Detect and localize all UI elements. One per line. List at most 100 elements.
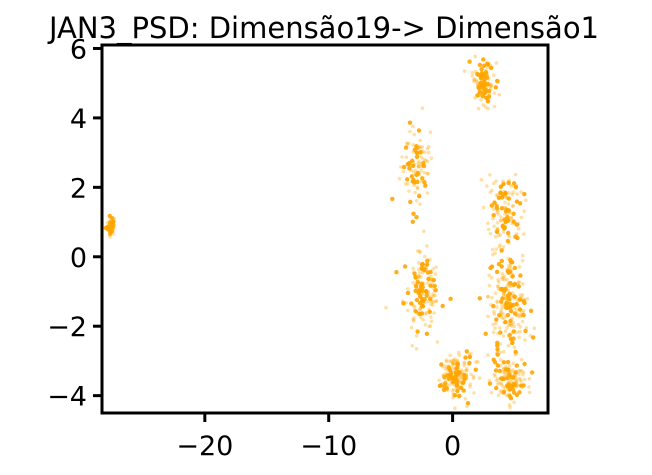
data-point: [509, 184, 513, 188]
data-point: [444, 377, 448, 382]
data-point: [422, 180, 427, 185]
data-point: [520, 258, 525, 263]
data-point: [513, 370, 518, 375]
data-point: [490, 295, 494, 300]
data-point: [452, 393, 457, 398]
data-point: [455, 372, 460, 377]
data-point: [492, 312, 497, 316]
data-point: [508, 263, 513, 268]
data-point: [413, 275, 418, 280]
data-point: [485, 184, 489, 188]
data-point: [464, 374, 468, 378]
data-point: [508, 303, 513, 309]
data-point: [487, 381, 493, 386]
data-point: [522, 361, 527, 367]
data-point: [447, 368, 451, 373]
data-point: [412, 308, 417, 313]
data-point: [451, 359, 455, 364]
data-point: [495, 221, 500, 225]
data-point: [502, 316, 506, 321]
data-point: [496, 262, 502, 267]
data-point: [477, 376, 482, 380]
data-point: [503, 319, 508, 325]
data-point: [465, 366, 469, 371]
data-point: [471, 376, 476, 381]
data-point: [507, 297, 512, 302]
data-point: [420, 156, 424, 160]
data-point: [455, 388, 460, 394]
data-point: [501, 389, 507, 394]
data-point: [506, 233, 511, 238]
data-point: [431, 286, 435, 290]
data-point: [420, 149, 425, 153]
data-point: [499, 218, 503, 223]
data-point: [475, 71, 480, 77]
data-point: [429, 315, 433, 319]
data-point: [109, 226, 114, 230]
data-point: [441, 387, 447, 393]
data-point: [384, 305, 388, 310]
data-point: [498, 350, 503, 355]
data-point: [496, 278, 501, 282]
data-point: [496, 212, 501, 216]
data-point: [420, 282, 425, 287]
data-point: [473, 54, 478, 59]
data-point: [517, 226, 521, 231]
data-point: [514, 232, 519, 236]
data-point: [528, 333, 533, 338]
data-point: [510, 204, 515, 208]
data-point: [505, 371, 510, 376]
data-point: [507, 240, 511, 245]
data-point: [489, 83, 494, 87]
data-point: [519, 215, 524, 220]
data-point: [108, 215, 113, 220]
data-point: [518, 378, 522, 382]
data-point: [486, 294, 491, 299]
data-point: [473, 96, 477, 100]
data-point: [503, 206, 508, 210]
plot-frame: [100, 43, 550, 415]
data-point: [501, 334, 506, 338]
data-point: [518, 273, 523, 278]
data-point: [462, 363, 467, 368]
data-point: [486, 106, 490, 111]
data-point: [499, 310, 503, 315]
data-point: [111, 227, 116, 232]
data-point: [416, 165, 421, 169]
data-point: [428, 257, 432, 262]
data-point: [521, 373, 525, 377]
data-point: [414, 150, 420, 156]
data-point: [508, 257, 513, 263]
data-point: [453, 376, 458, 382]
data-point: [434, 299, 439, 303]
data-point: [475, 359, 480, 364]
data-point: [429, 278, 433, 282]
data-point: [502, 390, 506, 395]
data-point: [499, 390, 503, 395]
data-point: [434, 265, 438, 270]
data-point: [492, 104, 497, 109]
data-point: [417, 274, 421, 278]
data-point: [486, 99, 490, 103]
data-point: [415, 179, 420, 185]
data-point: [513, 185, 519, 190]
data-point: [500, 382, 504, 387]
data-point: [496, 233, 501, 238]
data-point: [415, 279, 420, 285]
data-point: [507, 321, 512, 326]
data-point: [420, 261, 425, 267]
data-point: [512, 372, 517, 376]
data-point: [417, 194, 422, 199]
data-point: [494, 385, 499, 391]
data-point: [473, 367, 478, 372]
data-point: [489, 264, 495, 269]
data-point: [513, 349, 518, 355]
data-point: [433, 293, 437, 298]
data-point: [522, 377, 527, 382]
data-point: [408, 163, 413, 167]
data-point: [520, 319, 525, 324]
data-point: [431, 292, 435, 296]
data-point: [503, 293, 508, 297]
data-point: [489, 84, 494, 88]
data-point: [483, 105, 488, 109]
